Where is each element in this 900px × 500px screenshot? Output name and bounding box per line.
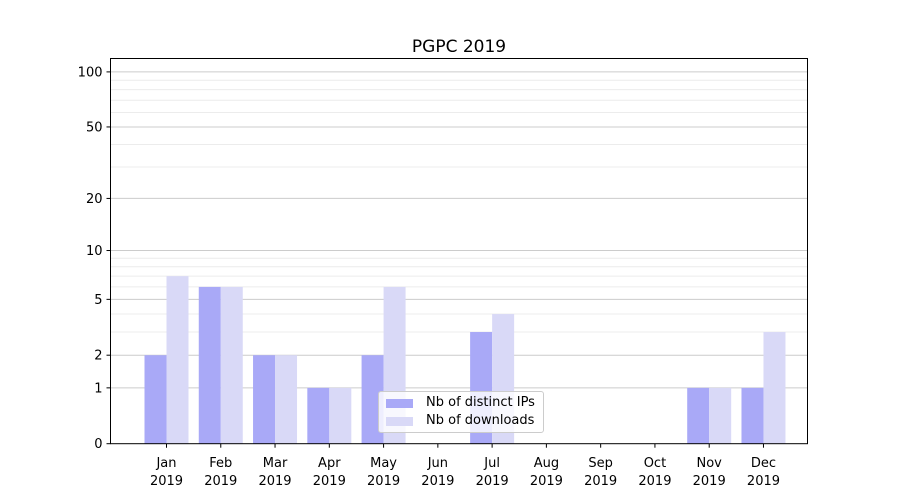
x-tick-label-jun-month: Jun [427,456,448,471]
bar-feb-downloads [220,286,243,444]
y-tick-label-0: 0 [94,437,102,452]
y-tick-label-10: 10 [86,244,103,259]
x-tick-label-oct-year: 2019 [638,474,671,489]
legend-item-distinct-ips: Nb of distinct IPs [386,396,535,410]
legend-swatch-downloads [386,416,413,426]
bar-dec-downloads [763,332,786,444]
x-tick-label-jun-year: 2019 [421,474,454,489]
x-tick-label-jul-year: 2019 [476,474,509,489]
legend-swatch-distinct-ips [386,398,413,408]
bar-apr-distinct-ips [307,387,330,444]
x-tick-label-apr-year: 2019 [313,474,346,489]
x-tick-label-nov-month: Nov [697,456,723,471]
legend-item-downloads: Nb of downloads [386,414,535,428]
x-tick-label-jan-year: 2019 [150,474,183,489]
x-tick-label-feb-year: 2019 [204,474,237,489]
bar-mar-distinct-ips [253,355,276,444]
x-tick-label-feb-month: Feb [209,456,232,471]
y-tick-label-20: 20 [86,192,103,207]
legend-label-downloads: Nb of downloads [426,413,535,428]
bar-nov-distinct-ips [687,387,710,444]
chart-title: PGPC 2019 [412,37,506,57]
axes-frame [110,58,808,445]
x-tick-label-dec-month: Dec [751,456,776,471]
bar-apr-downloads [329,387,352,444]
y-tick-label-50: 50 [86,120,103,135]
bar-mar-downloads [275,355,298,444]
x-tick-label-apr-month: Apr [318,456,341,471]
x-tick-label-jan-month: Jan [155,456,176,471]
bar-nov-downloads [709,387,732,444]
bar-feb-distinct-ips [198,286,221,444]
x-tick-label-jul-month: Jul [483,456,500,471]
x-tick-label-aug-year: 2019 [530,474,563,489]
x-tick-label-mar-month: Mar [263,456,288,471]
x-tick-label-dec-year: 2019 [747,474,780,489]
legend-label-distinct-ips: Nb of distinct IPs [426,395,535,410]
x-tick-label-mar-year: 2019 [258,474,291,489]
x-tick-label-sep-year: 2019 [584,474,617,489]
legend: Nb of distinct IPs Nb of downloads [378,391,544,433]
bar-jan-downloads [166,276,189,444]
x-tick-label-sep-month: Sep [588,456,613,471]
x-tick-label-nov-year: 2019 [693,474,726,489]
x-tick-label-oct-month: Oct [644,456,666,471]
x-tick-label-aug-month: Aug [534,456,559,471]
y-tick-label-2: 2 [94,349,102,364]
y-tick-label-5: 5 [94,293,102,308]
x-tick-label-may-year: 2019 [367,474,400,489]
bar-dec-distinct-ips [741,387,764,444]
bar-jan-distinct-ips [144,355,167,444]
y-tick-label-100: 100 [78,65,103,80]
x-tick-label-may-month: May [370,456,397,471]
y-tick-label-1: 1 [94,381,102,396]
